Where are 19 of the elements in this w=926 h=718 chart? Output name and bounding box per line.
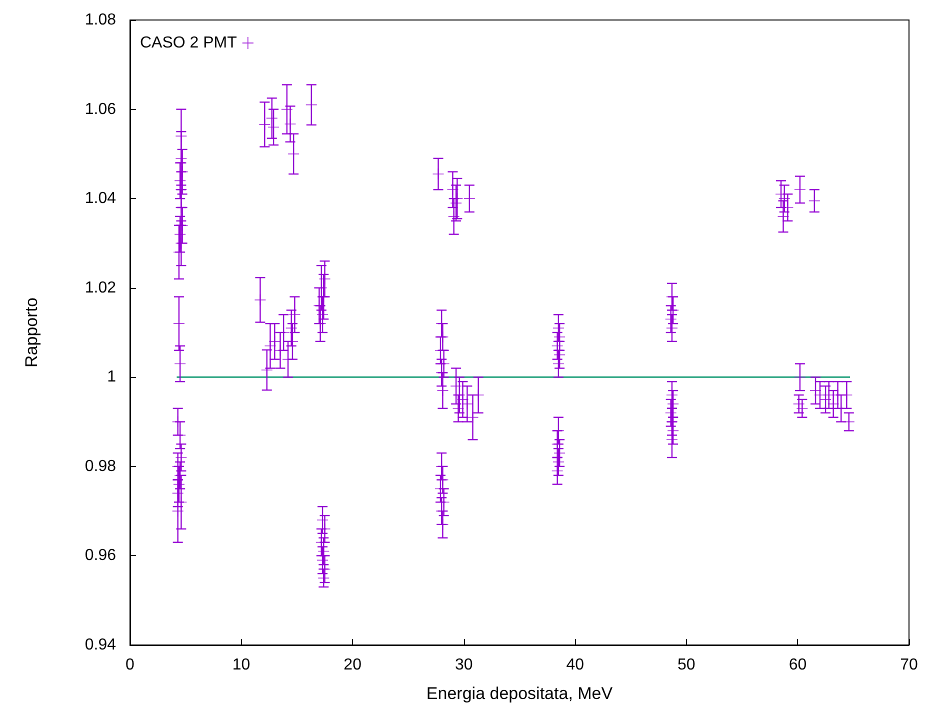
y-tick-label: 1.08 (84, 12, 116, 28)
y-tick-label: 0.94 (84, 636, 116, 654)
x-tick-label: 50 (678, 656, 696, 674)
x-tick-label: 30 (454, 656, 473, 674)
x-tick-label: 0 (126, 656, 135, 674)
x-tick-label: 10 (232, 656, 250, 674)
y-tick-label: 1.02 (84, 279, 116, 296)
y-tick-label: 0.98 (84, 458, 116, 475)
y-tick-label: 1.04 (84, 190, 116, 208)
x-tick-label: 20 (344, 656, 362, 674)
x-tick-label: 40 (566, 656, 584, 674)
x-tick-label: 60 (788, 656, 807, 674)
y-axis-title: Rapporto (22, 298, 41, 368)
legend-label: CASO 2 PMT (140, 34, 238, 52)
y-tick-label: 0.96 (84, 547, 116, 564)
y-tick-label: 1 (107, 368, 116, 386)
x-tick-label: 70 (900, 656, 918, 674)
y-tick-label: 1.06 (84, 100, 116, 118)
x-axis-title: Energia depositata, MeV (426, 684, 614, 703)
